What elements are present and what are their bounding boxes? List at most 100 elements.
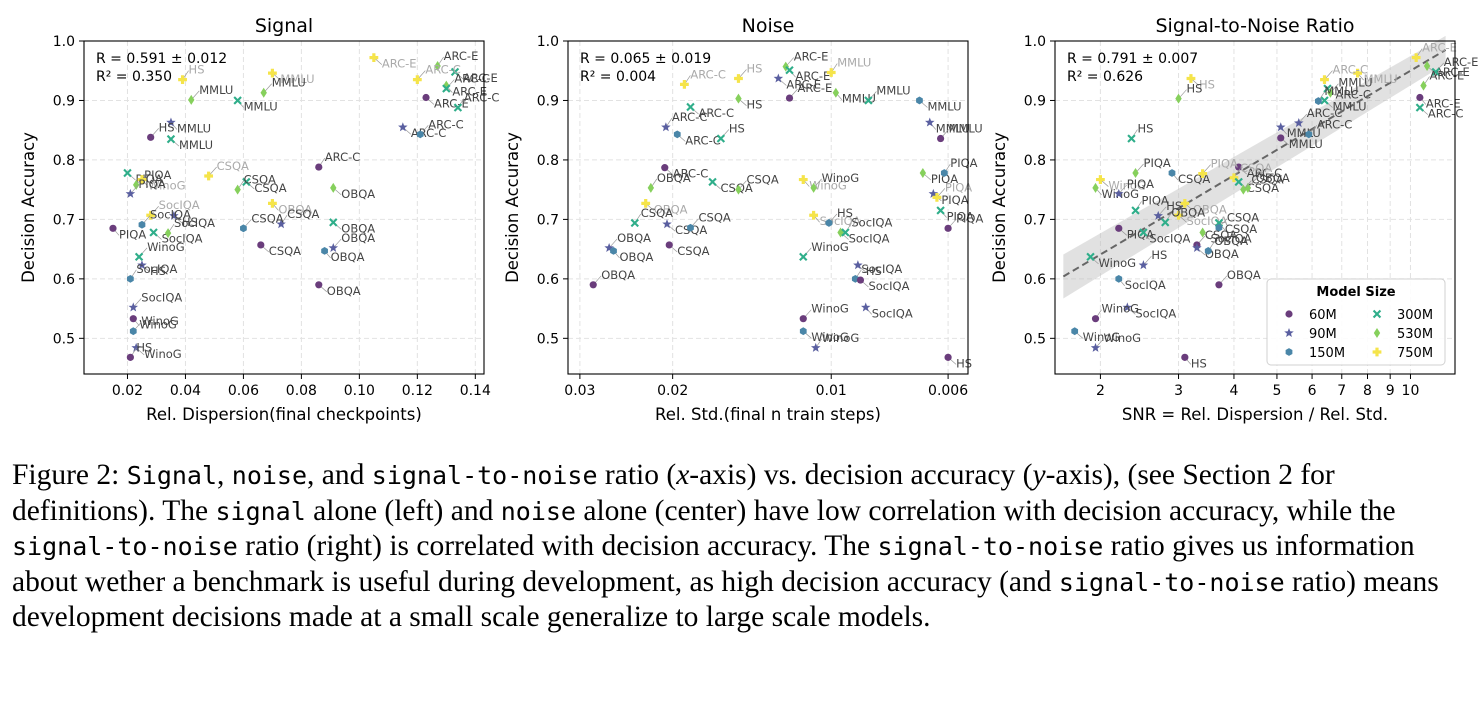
point-label: MMLU xyxy=(876,83,910,97)
data-point xyxy=(137,175,147,184)
data-point xyxy=(661,122,671,132)
confidence-band xyxy=(1063,35,1446,299)
point-label: MMLU xyxy=(1332,99,1366,113)
data-point xyxy=(860,302,871,312)
point-label: OBQA xyxy=(1214,234,1248,248)
y-tick-label: 0.8 xyxy=(537,153,559,169)
x-tick-label: 6 xyxy=(1308,383,1317,399)
point-label: ARC-E xyxy=(796,69,831,83)
point-label: WinoG xyxy=(811,302,849,316)
data-point xyxy=(785,65,794,75)
point-label: ARC-E xyxy=(1422,41,1457,55)
point-label: ARC-C xyxy=(1307,106,1343,120)
regression-line xyxy=(1062,49,1447,278)
point-label: WinoG xyxy=(139,318,177,332)
x-axis-label: SNR = Rel. Dispersion / Rel. Std. xyxy=(1122,405,1388,424)
y-axis-label: Decision Accuracy xyxy=(990,132,1009,283)
data-point xyxy=(268,198,277,208)
caption-snr: signal-to-noise xyxy=(1058,567,1285,597)
x-tick-label: 0.04 xyxy=(170,383,201,399)
x-tick-label: 0.02 xyxy=(112,383,143,399)
data-point xyxy=(128,302,139,312)
point-label: ARC-E xyxy=(1444,55,1479,69)
point-label: MMLU xyxy=(244,99,278,113)
data-point xyxy=(716,134,726,143)
point-label: OBQA xyxy=(341,187,375,201)
data-point xyxy=(137,260,147,270)
data-points: HSMMLUMMLUMMLUMMLUARC-EARC-EARC-EARC-CAR… xyxy=(109,49,499,361)
point-label: SocIQA xyxy=(849,231,890,245)
legend-marker xyxy=(1373,328,1381,338)
data-point xyxy=(1132,168,1139,179)
point-label: MMLU xyxy=(927,99,961,113)
data-point xyxy=(799,327,807,336)
data-point xyxy=(810,342,821,352)
data-point xyxy=(1161,218,1170,227)
point-label: MMLU xyxy=(272,76,306,90)
correlation-annotation: R² = 0.004 xyxy=(580,69,656,85)
point-label: WinoG xyxy=(141,314,179,328)
y-tick-label: 0.8 xyxy=(53,153,75,169)
data-point xyxy=(416,130,424,139)
point-label: MMLU xyxy=(199,83,233,97)
data-point xyxy=(164,228,172,239)
point-label: SocIQA xyxy=(872,306,913,320)
data-point xyxy=(810,182,817,193)
point-label: ARC-C xyxy=(1317,117,1353,131)
data-point xyxy=(257,241,265,249)
point-label: PIQA xyxy=(945,180,972,194)
point-label: ARC-C xyxy=(1247,166,1283,180)
point-label: HS xyxy=(1199,77,1215,91)
point-label: ARC-C xyxy=(428,117,464,131)
data-point xyxy=(125,188,136,198)
data-point xyxy=(453,103,463,112)
x-tick-label: 0.12 xyxy=(402,383,433,399)
data-point xyxy=(928,188,939,198)
point-label: ARC-C xyxy=(1332,63,1368,77)
data-point xyxy=(932,192,942,202)
data-point xyxy=(1153,210,1163,220)
data-point xyxy=(233,96,242,105)
x-tick-label: 3 xyxy=(1174,383,1183,399)
correlation-annotation: R² = 0.350 xyxy=(96,69,172,85)
point-label: ARC-C xyxy=(698,106,734,120)
point-label: ARC-E xyxy=(1426,96,1461,110)
x-tick-label: 0.01 xyxy=(816,383,847,399)
data-point xyxy=(1122,302,1133,312)
data-point xyxy=(330,182,337,193)
data-point xyxy=(147,133,155,141)
point-label: CSQA xyxy=(746,173,778,187)
point-label: PIQA xyxy=(947,209,974,223)
chart-panel-1: HSMMLUMMLUMMLUMMLUARC-EARC-EARC-EARC-CAR… xyxy=(19,15,499,424)
caption-text: ratio gives us information about wether … xyxy=(12,530,1415,598)
legend-marker xyxy=(1285,310,1293,318)
data-point xyxy=(1168,169,1176,177)
point-label: MMLU xyxy=(1324,84,1358,98)
point-label: ARC-C xyxy=(690,67,726,81)
caption-snr: signal-to-noise xyxy=(877,532,1104,561)
point-label: PIQA xyxy=(1211,157,1238,171)
point-label: OBQA xyxy=(278,202,312,216)
data-point xyxy=(204,171,214,181)
caption-text: ratio (right) is correlated with decisio… xyxy=(245,530,871,562)
x-tick-label: 0.10 xyxy=(344,383,375,399)
point-label: ARC-C xyxy=(454,72,490,86)
x-tick-label: 0.14 xyxy=(460,383,491,399)
y-tick-label: 0.7 xyxy=(1024,212,1046,228)
point-label: OBQA xyxy=(1256,171,1290,185)
data-point xyxy=(1327,87,1334,98)
x-axis-label: Rel. Dispersion(final checkpoints) xyxy=(146,405,422,424)
point-label: OBQA xyxy=(1193,202,1227,216)
legend-label: 60M xyxy=(1309,308,1337,323)
point-label: SocIQA xyxy=(1149,231,1190,245)
point-label: MMLU xyxy=(936,121,970,135)
point-label: CSQA xyxy=(269,244,301,258)
data-point xyxy=(166,117,176,127)
chart-title: Noise xyxy=(742,15,795,37)
point-label: HS xyxy=(746,61,762,75)
point-label: WinoG xyxy=(1102,302,1140,316)
data-point xyxy=(1090,342,1101,352)
y-tick-label: 0.8 xyxy=(1024,153,1046,169)
y-tick-label: 0.7 xyxy=(537,212,559,228)
data-point xyxy=(589,281,597,289)
